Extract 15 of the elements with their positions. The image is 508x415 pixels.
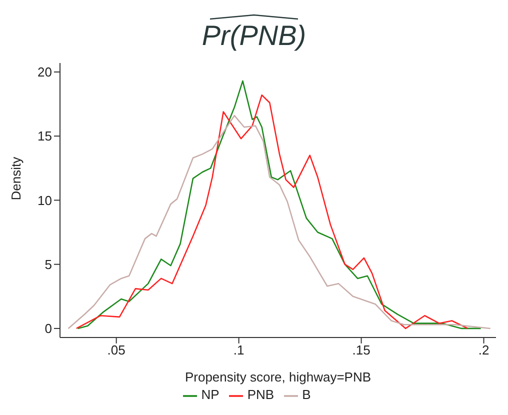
- legend-label: B: [302, 387, 311, 402]
- legend-label: PNB: [247, 387, 274, 402]
- y-tick-label: 10: [38, 192, 52, 208]
- legend-label: NP: [201, 387, 220, 402]
- y-tick-label: 0: [44, 321, 52, 336]
- x-tick-label: .2: [478, 342, 490, 358]
- x-tick-label: .1: [233, 342, 244, 358]
- y-tick-label: 15: [38, 128, 52, 144]
- x-tick-label: .15: [352, 342, 370, 358]
- chart-title: Pr(PNB): [200, 20, 308, 52]
- y-axis-title: Density: [8, 156, 24, 200]
- x-axis-title: Propensity score, highway=PNB: [184, 369, 372, 384]
- y-tick-label: 20: [38, 64, 52, 80]
- x-tick-label: .05: [107, 342, 126, 358]
- y-tick-label: 5: [44, 256, 52, 272]
